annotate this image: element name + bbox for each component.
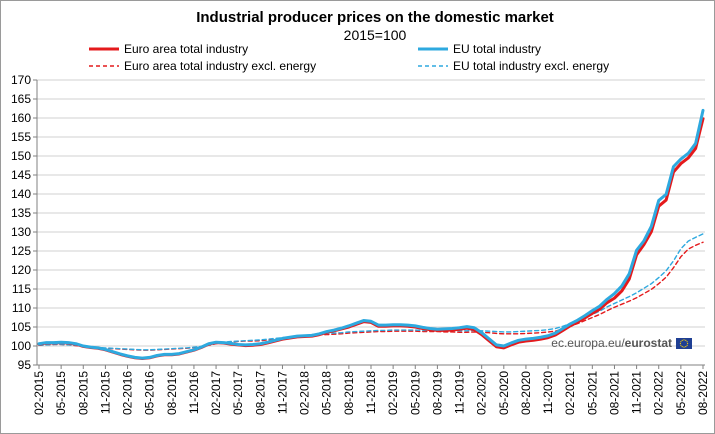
x-tick-label-02-2022: 02-2022 <box>652 371 666 415</box>
flag-star <box>685 339 687 341</box>
axes <box>36 80 705 366</box>
flag-star <box>681 346 683 348</box>
y-tick-label-125: 125 <box>11 244 31 258</box>
y-tick-label-140: 140 <box>11 187 31 201</box>
x-tick-label-11-2016: 11-2016 <box>187 371 201 414</box>
grid-lines <box>37 79 705 366</box>
x-tick-label-08-2016: 08-2016 <box>165 371 179 415</box>
x-tick-label-08-2020: 08-2020 <box>519 371 533 415</box>
x-tick-label-08-2021: 08-2021 <box>607 371 621 415</box>
x-tick-label-02-2020: 02-2020 <box>475 371 489 415</box>
y-tick-label-150: 150 <box>11 149 31 163</box>
x-tick-label-11-2019: 11-2019 <box>453 371 467 414</box>
series-lines <box>37 108 705 361</box>
source-text: ec.europa.eu/eurostat <box>551 336 672 350</box>
series-line-eu-total-industry <box>37 108 705 360</box>
x-tick-label-05-2020: 05-2020 <box>497 371 511 415</box>
x-tick-label-11-2017: 11-2017 <box>275 371 289 414</box>
x-tick-label-08-2018: 08-2018 <box>342 371 356 415</box>
x-tick-label-11-2020: 11-2020 <box>541 371 555 414</box>
flag-star <box>683 346 685 348</box>
y-tick-label-130: 130 <box>11 225 31 239</box>
y-tick-label-95: 95 <box>18 358 32 372</box>
flag-star <box>680 344 682 346</box>
x-tick-label-05-2018: 05-2018 <box>320 371 334 415</box>
x-tick-label-02-2015: 02-2015 <box>32 371 46 415</box>
x-tick-label-08-2015: 08-2015 <box>76 371 90 415</box>
legend-label-eu-excl-energy: EU total industry excl. energy <box>453 59 609 73</box>
y-tick-label-110: 110 <box>12 301 31 315</box>
flag-star <box>680 341 682 343</box>
x-tick-label-05-2017: 05-2017 <box>231 371 245 415</box>
chart-title: Industrial producer prices on the domest… <box>196 9 554 26</box>
y-tick-label-120: 120 <box>11 263 31 277</box>
flag-star <box>686 344 688 346</box>
x-tick-label-02-2017: 02-2017 <box>209 371 223 415</box>
y-tick-label-155: 155 <box>11 130 31 144</box>
series-line-euro-area-total-industry-excl-energy <box>38 241 704 351</box>
x-tick-label-05-2016: 05-2016 <box>143 371 157 415</box>
x-tick-label-02-2021: 02-2021 <box>563 371 577 415</box>
x-tick-label-02-2016: 02-2016 <box>121 371 135 415</box>
x-tick-label-11-2021: 11-2021 <box>630 371 644 414</box>
y-tick-label-135: 135 <box>11 206 31 220</box>
eu-flag-icon <box>676 338 692 349</box>
flag-star <box>679 342 682 345</box>
source-credit: ec.europa.eu/eurostat <box>551 336 692 350</box>
legend-label-eu-total: EU total industry <box>453 42 541 56</box>
x-tick-label-02-2019: 02-2019 <box>386 371 400 415</box>
x-tick-label-08-2017: 08-2017 <box>253 371 267 415</box>
x-tick-label-05-2015: 05-2015 <box>54 371 68 415</box>
flag-star <box>686 341 688 343</box>
flag-star <box>687 342 689 345</box>
legend-label-euro-area-excl-energy: Euro area total industry excl. energy <box>124 59 316 73</box>
chart-legend: Euro area total industry EU total indust… <box>89 42 609 73</box>
y-tick-label-115: 115 <box>12 282 31 296</box>
x-tick-label-05-2021: 05-2021 <box>585 371 599 415</box>
x-tick-label-05-2022: 05-2022 <box>674 371 688 415</box>
x-tick-label-08-2019: 08-2019 <box>430 371 444 415</box>
y-tick-label-160: 160 <box>11 111 31 125</box>
legend-label-euro-area-total: Euro area total industry <box>124 42 248 56</box>
x-tick-label-11-2018: 11-2018 <box>364 371 378 414</box>
x-tick-label-02-2018: 02-2018 <box>298 371 312 415</box>
flag-star <box>681 339 683 341</box>
flag-star <box>685 346 687 348</box>
x-tick-label-05-2019: 05-2019 <box>408 371 422 415</box>
flag-star <box>683 339 685 341</box>
chart-subtitle: 2015=100 <box>344 27 407 43</box>
y-tick-label-145: 145 <box>11 168 31 182</box>
y-tick-label-105: 105 <box>11 320 31 334</box>
y-tick-label-100: 100 <box>11 339 31 353</box>
source-url-prefix: ec.europa.eu/ <box>551 336 625 350</box>
x-tick-label-11-2015: 11-2015 <box>98 371 112 414</box>
y-tick-label-165: 165 <box>11 92 31 106</box>
y-tick-label-170: 170 <box>11 73 31 87</box>
y-axis-tick-labels: 95 100 105 110 115 120 125 130 135 140 145 150 155 16… <box>11 73 37 372</box>
x-axis-tick-labels: 02-2015 05-2015 08-2015 11-2015 02-2016 05-20… <box>32 365 710 415</box>
source-brand: eurostat <box>625 336 672 350</box>
x-tick-label-08-2022: 08-2022 <box>696 371 710 415</box>
